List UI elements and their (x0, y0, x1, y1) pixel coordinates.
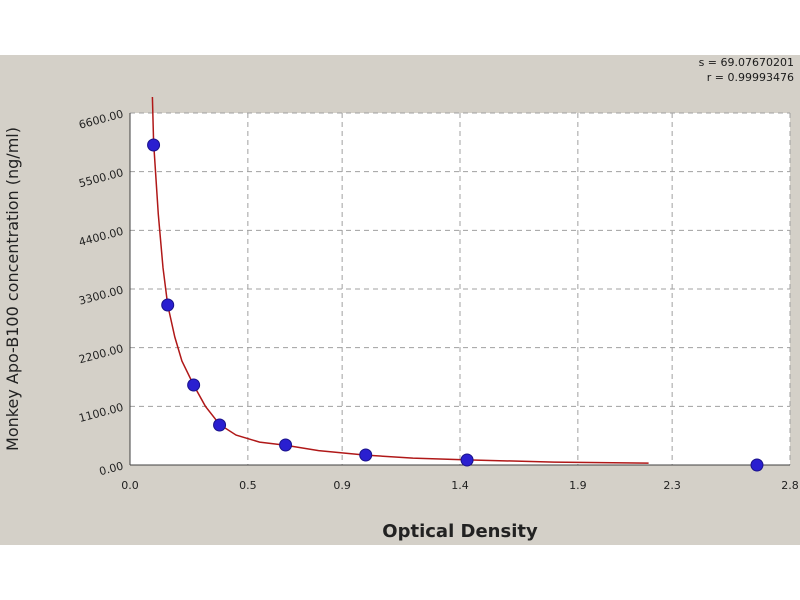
data-point (147, 138, 161, 152)
y-tick-label: 0.00 (98, 459, 125, 478)
fit-statistics: s = 69.07670201 r = 0.99993476 (699, 55, 794, 85)
axes (129, 113, 790, 466)
grid-lines (130, 112, 791, 465)
data-point (161, 298, 175, 312)
y-tick-label: 5500.00 (77, 166, 124, 190)
x-tick-label: 0.5 (239, 479, 257, 492)
x-tick-label: 0.0 (121, 479, 139, 492)
data-point (187, 378, 201, 392)
x-tick-labels: 0.0 0.5 0.9 1.4 1.9 2.3 2.8 (121, 479, 799, 492)
x-tick-label: 0.9 (333, 479, 351, 492)
y-tick-label: 4400.00 (77, 225, 124, 249)
y-tick-label: 1100.00 (77, 401, 124, 425)
x-tick-label: 1.4 (451, 479, 469, 492)
x-tick-label: 2.3 (663, 479, 681, 492)
data-point (279, 438, 293, 452)
x-axis-label: Optical Density (382, 521, 538, 542)
data-point (213, 418, 227, 432)
x-tick-label: 1.9 (569, 479, 587, 492)
data-point (460, 453, 474, 467)
x-tick-label: 2.8 (781, 479, 799, 492)
y-tick-label: 6600.00 (77, 107, 124, 131)
y-tick-label: 3300.00 (77, 283, 124, 307)
data-point (359, 448, 373, 462)
y-axis-label: Monkey Apo-B100 concentration (ng/ml) (3, 127, 22, 451)
fit-s-value: s = 69.07670201 (698, 56, 794, 69)
data-point (750, 458, 764, 472)
chart-figure: s = 69.07670201 r = 0.99993476 0.0 0.5 0.9… (0, 55, 800, 545)
y-tick-label: 2200.00 (77, 342, 124, 366)
fit-r-value: r = 0.99993476 (706, 71, 794, 84)
y-tick-labels: 0.00 1100.00 2200.00 3300.00 4400.00 5500.00 6… (77, 107, 124, 478)
standard-curve-plot: 0.0 0.5 0.9 1.4 1.9 2.3 2.8 0.00 1100.00 2200.00… (3, 96, 799, 542)
data-points-layer (147, 138, 764, 472)
